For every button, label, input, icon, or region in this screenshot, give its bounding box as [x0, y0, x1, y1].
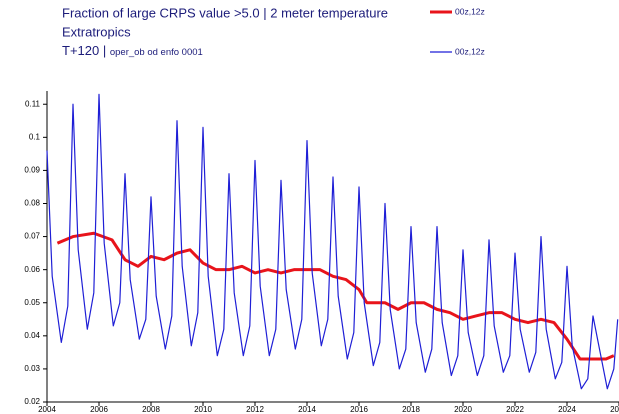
x-tick-label: 2004 [38, 405, 56, 414]
x-tick-label: 2018 [402, 405, 420, 414]
y-tick-label: 0.05 [24, 298, 40, 307]
y-tick-label: 0.03 [24, 364, 40, 373]
x-tick-label: 2020 [454, 405, 472, 414]
y-tick-label: 0.1 [29, 132, 41, 141]
x-tick-label: 2006 [90, 405, 108, 414]
series-line [46, 93, 619, 390]
legend-label: 00z,12z [455, 46, 485, 56]
y-tick-label: 0.06 [24, 265, 40, 274]
legend-label: 00z,12z [455, 6, 485, 16]
separator: | [99, 43, 110, 58]
y-tick-label: 0.02 [24, 397, 40, 406]
x-tick-label: 2010 [194, 405, 212, 414]
y-tick-label: 0.08 [24, 199, 40, 208]
chart-subtitle: Extratropics [62, 24, 131, 39]
experiment: oper_ob od enfo 0001 [110, 47, 203, 58]
x-tick-label: 2022 [506, 405, 524, 414]
y-tick-label: 0.04 [24, 331, 40, 340]
series-line [56, 231, 615, 361]
x-tick-label: 2026 [610, 405, 619, 414]
y-tick-label: 0.07 [24, 232, 40, 241]
lead: T+120 [62, 43, 99, 58]
x-tick-label: 2016 [350, 405, 368, 414]
y-tick-label: 0.09 [24, 166, 40, 175]
x-tick-label: 2024 [558, 405, 576, 414]
x-tick-label: 2008 [142, 405, 160, 414]
y-tick-label: 0.11 [25, 99, 41, 108]
chart-title: Fraction of large CRPS value >5.0 | 2 me… [62, 5, 388, 20]
x-tick-label: 2014 [298, 405, 316, 414]
x-tick-label: 2012 [246, 405, 264, 414]
chart-info: T+120 | oper_ob od enfo 0001 [62, 43, 203, 58]
